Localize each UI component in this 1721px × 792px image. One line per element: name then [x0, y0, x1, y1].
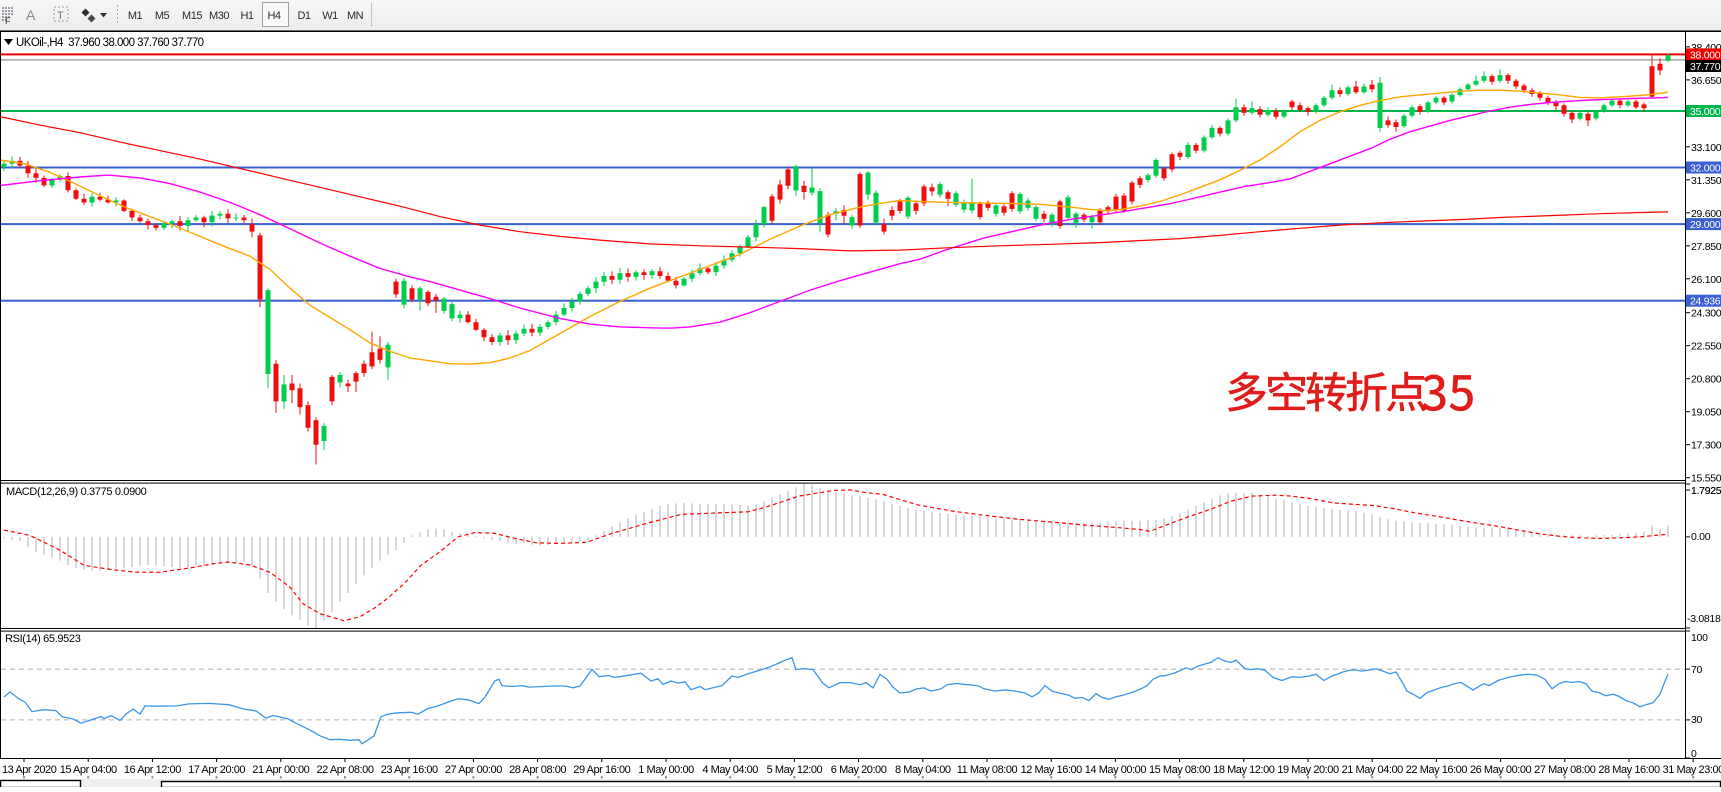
svg-text:29 Apr 16:00: 29 Apr 16:00 [573, 764, 630, 776]
svg-text:30: 30 [1691, 714, 1703, 726]
svg-text:26.100: 26.100 [1691, 274, 1721, 286]
svg-text:M15: M15 [182, 10, 202, 22]
svg-text:19.050: 19.050 [1691, 407, 1721, 419]
svg-text:M5: M5 [155, 10, 170, 22]
svg-text:0.00: 0.00 [1691, 531, 1711, 543]
svg-text:F: F [5, 16, 11, 26]
svg-text:38.000: 38.000 [1690, 49, 1721, 61]
svg-text:36.650: 36.650 [1691, 75, 1721, 87]
svg-text:35.000: 35.000 [1690, 106, 1721, 118]
svg-text:13 Apr 2020: 13 Apr 2020 [2, 764, 57, 776]
svg-text:W1: W1 [322, 10, 338, 22]
svg-text:6 May 20:00: 6 May 20:00 [831, 764, 887, 776]
svg-text:-3.0818: -3.0818 [1687, 613, 1721, 625]
svg-text:22.550: 22.550 [1691, 341, 1721, 353]
svg-text:28 Apr 08:00: 28 Apr 08:00 [509, 764, 566, 776]
svg-text:26 May 00:00: 26 May 00:00 [1470, 764, 1532, 776]
svg-text:4 May 04:00: 4 May 04:00 [702, 764, 758, 776]
svg-text:H4: H4 [267, 10, 280, 22]
svg-text:14 May 00:00: 14 May 00:00 [1085, 764, 1147, 776]
svg-text:31 May 23:00: 31 May 23:00 [1663, 764, 1721, 776]
svg-text:29.600: 29.600 [1691, 208, 1721, 220]
svg-text:17 Apr 20:00: 17 Apr 20:00 [188, 764, 245, 776]
svg-text:15.550: 15.550 [1691, 473, 1721, 485]
svg-text:1.7925: 1.7925 [1691, 485, 1721, 497]
svg-text:H1: H1 [240, 10, 253, 22]
svg-text:8 May 04:00: 8 May 04:00 [895, 764, 951, 776]
svg-text:21 Apr 00:00: 21 Apr 00:00 [252, 764, 309, 776]
svg-text:19 May 20:00: 19 May 20:00 [1277, 764, 1339, 776]
svg-text:27.850: 27.850 [1691, 241, 1721, 253]
svg-text:16 Apr 12:00: 16 Apr 12:00 [124, 764, 181, 776]
svg-text:21 May 04:00: 21 May 04:00 [1342, 764, 1404, 776]
svg-text:M1: M1 [128, 10, 143, 22]
svg-text:M30: M30 [209, 10, 229, 22]
svg-text:D1: D1 [297, 10, 310, 22]
svg-text:15 Apr 04:00: 15 Apr 04:00 [60, 764, 117, 776]
svg-text:RSI(14) 65.9523: RSI(14) 65.9523 [5, 633, 81, 645]
svg-text:27 May 08:00: 27 May 08:00 [1534, 764, 1596, 776]
svg-text:23 Apr 16:00: 23 Apr 16:00 [381, 764, 438, 776]
svg-text:22 May 16:00: 22 May 16:00 [1406, 764, 1468, 776]
svg-text:20.800: 20.800 [1691, 374, 1721, 386]
svg-text:32.000: 32.000 [1690, 163, 1721, 175]
svg-text:15 May 08:00: 15 May 08:00 [1149, 764, 1211, 776]
svg-text:5 May 12:00: 5 May 12:00 [767, 764, 823, 776]
svg-text:17.300: 17.300 [1691, 440, 1721, 452]
svg-text:MN: MN [347, 10, 364, 22]
svg-text:UKOil-,H4 37.960 38.000 37.76: UKOil-,H4 37.960 38.000 37.760 37.770 [16, 37, 204, 49]
svg-text:A: A [26, 7, 36, 23]
svg-text:37.770: 37.770 [1690, 61, 1721, 73]
svg-text:1.7925: 1.7925 [1691, 485, 1721, 497]
svg-text:24.936: 24.936 [1690, 296, 1721, 308]
svg-text:100: 100 [1691, 632, 1708, 644]
svg-text:28 May 16:00: 28 May 16:00 [1598, 764, 1660, 776]
svg-text:22 Apr 08:00: 22 Apr 08:00 [317, 764, 374, 776]
svg-text:24.300: 24.300 [1691, 308, 1721, 320]
svg-text:T: T [57, 10, 64, 22]
svg-text:31.350: 31.350 [1691, 175, 1721, 187]
svg-text:MACD(12,26,9) 0.3775 0.0900: MACD(12,26,9) 0.3775 0.0900 [6, 486, 147, 498]
svg-text:33.100: 33.100 [1691, 142, 1721, 154]
svg-text:70: 70 [1691, 664, 1703, 676]
svg-text:18 May 12:00: 18 May 12:00 [1213, 764, 1275, 776]
svg-text:27 Apr 00:00: 27 Apr 00:00 [445, 764, 502, 776]
svg-text:1 May 00:00: 1 May 00:00 [638, 764, 694, 776]
svg-text:0: 0 [1691, 748, 1697, 760]
svg-text:11 May 08:00: 11 May 08:00 [957, 764, 1018, 776]
svg-text:29.000: 29.000 [1690, 219, 1721, 231]
svg-text:12 May 16:00: 12 May 16:00 [1021, 764, 1083, 776]
